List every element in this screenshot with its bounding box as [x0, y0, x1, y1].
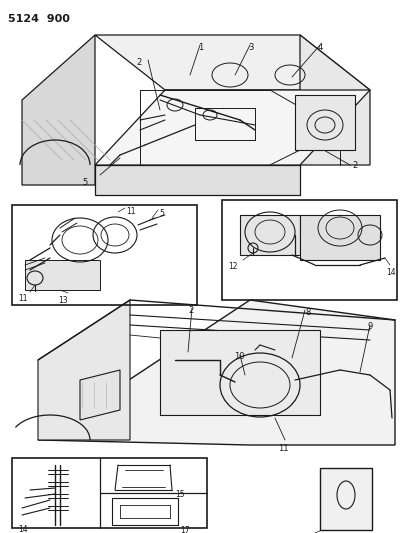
Text: 13: 13	[58, 296, 68, 305]
Bar	[295, 95, 355, 150]
Polygon shape	[160, 330, 320, 415]
Text: 1: 1	[198, 43, 203, 52]
Text: 12: 12	[228, 262, 237, 271]
Text: 2: 2	[188, 306, 193, 315]
Polygon shape	[95, 165, 300, 195]
Text: 5: 5	[83, 178, 88, 187]
Bar	[12, 458, 207, 528]
Bar	[320, 468, 372, 530]
Text: 17: 17	[180, 526, 190, 533]
Bar	[222, 200, 397, 300]
Text: 14: 14	[386, 268, 396, 277]
Text: 3: 3	[248, 43, 253, 52]
Text: 5: 5	[159, 209, 164, 218]
Text: 5124  900: 5124 900	[8, 14, 70, 24]
Text: 11: 11	[126, 207, 135, 216]
Polygon shape	[95, 90, 370, 165]
Text: 9: 9	[368, 322, 373, 331]
Text: 10: 10	[234, 352, 244, 361]
Polygon shape	[80, 370, 120, 420]
Polygon shape	[95, 35, 370, 90]
Text: 15: 15	[175, 490, 185, 499]
Polygon shape	[240, 215, 300, 255]
Text: 2: 2	[137, 58, 142, 67]
Text: 11: 11	[278, 444, 288, 453]
Text: 14: 14	[18, 525, 28, 533]
Polygon shape	[25, 260, 100, 290]
Polygon shape	[22, 35, 95, 185]
Polygon shape	[38, 300, 130, 440]
Bar	[12, 205, 197, 305]
Text: 2: 2	[352, 160, 357, 169]
Polygon shape	[300, 215, 380, 260]
Polygon shape	[300, 35, 370, 165]
Text: 4: 4	[318, 43, 323, 52]
Text: 11: 11	[18, 294, 27, 303]
Text: 8: 8	[305, 308, 310, 317]
Polygon shape	[38, 300, 395, 445]
